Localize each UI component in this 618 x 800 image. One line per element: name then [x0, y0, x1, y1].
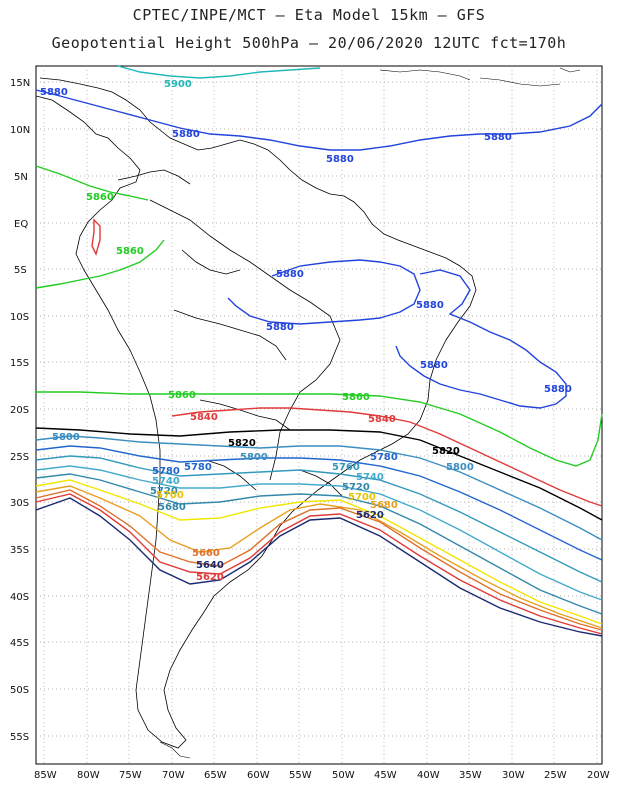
lat-label: 5N [14, 172, 28, 183]
contour-5680 [35, 485, 603, 629]
contour-label: 5880 [266, 322, 294, 333]
contour-5640 [35, 493, 603, 635]
contour-label: 5880 [276, 269, 304, 280]
lat-label: 15S [10, 358, 29, 369]
contour-label: 5880 [484, 132, 512, 143]
lat-label: 15N [10, 78, 30, 89]
lon-label: 85W [34, 770, 57, 781]
contour-label: 5740 [152, 476, 180, 487]
map-subtitle: Geopotential Height 500hPa – 20/06/2020 … [51, 34, 567, 52]
contour-5760 [35, 455, 603, 583]
contour-label: 5800 [240, 452, 268, 463]
contour-label: 5680 [370, 500, 398, 511]
contour-label: 5740 [356, 472, 384, 483]
contour-5840 [171, 407, 603, 507]
contour-label: 5880 [172, 129, 200, 140]
contour-5720 [35, 473, 603, 615]
lat-label: 40S [10, 592, 29, 603]
lat-label: 25S [10, 452, 29, 463]
graticule [36, 66, 602, 764]
coastlines [35, 77, 477, 749]
contour-label: 5660 [192, 548, 220, 559]
lat-label: 55S [10, 732, 29, 743]
contour-label: 5820 [432, 446, 460, 457]
height-contours [35, 65, 603, 637]
lon-label: 25W [544, 770, 567, 781]
contour-5800 [35, 435, 603, 541]
contour-label: 5860 [116, 246, 144, 257]
lon-label: 60W [247, 770, 270, 781]
contour-5900 [117, 65, 321, 79]
coastline-islands [159, 67, 581, 759]
contour-label: 5800 [52, 432, 80, 443]
lon-label: 75W [119, 770, 142, 781]
contour-5860 [36, 391, 603, 467]
contour-label: 5780 [152, 466, 180, 477]
contour-label: 5840 [190, 412, 218, 423]
contour-5880-east [395, 269, 567, 409]
contour-5660 [35, 489, 603, 631]
contour-5880-north [35, 89, 603, 151]
contour-label: 5880 [416, 300, 444, 311]
contour-5620 [35, 497, 603, 637]
lon-label: 55W [289, 770, 312, 781]
lon-label: 30W [502, 770, 525, 781]
lon-label: 45W [374, 770, 397, 781]
contour-label: 5860 [86, 192, 114, 203]
lon-label: 20W [587, 770, 610, 781]
longitude-labels: 85W 80W 75W 70W 65W 60W 55W 50W 45W 40W … [34, 770, 610, 781]
contour-label: 5880 [326, 154, 354, 165]
contour-5780 [35, 445, 603, 561]
lon-label: 65W [204, 770, 227, 781]
lat-label: EQ [14, 219, 28, 230]
contour-5820 [35, 427, 603, 521]
contour-label: 5680 [158, 502, 186, 513]
latitude-labels: 15N 10N 5N EQ 5S 10S 15S 20S 25S 30S 35S… [10, 78, 30, 743]
lat-label: 10S [10, 312, 29, 323]
contour-label: 5720 [150, 486, 178, 497]
contour-label: 5820 [228, 438, 256, 449]
lat-label: 30S [10, 498, 29, 509]
plot-frame [35, 65, 603, 765]
lat-label: 45S [10, 638, 29, 649]
lon-label: 80W [77, 770, 100, 781]
contour-label: 5880 [420, 360, 448, 371]
contour-label: 5620 [356, 510, 384, 521]
contour-label: 5620 [196, 572, 224, 583]
contour-label: 5860 [342, 392, 370, 403]
contour-labels: 5900 5880 5880 5880 5880 5860 5860 5880 … [40, 79, 572, 583]
lon-label: 35W [459, 770, 482, 781]
map-title: CPTEC/INPE/MCT – Eta Model 15km – GFS [132, 6, 486, 24]
lat-label: 35S [10, 545, 29, 556]
lat-label: 50S [10, 685, 29, 696]
contour-label: 5700 [156, 490, 184, 501]
lat-label: 20S [10, 405, 29, 416]
lon-label: 70W [162, 770, 185, 781]
contour-5900-ecuador [91, 218, 101, 256]
contour-label: 5880 [544, 384, 572, 395]
contour-label: 5900 [164, 79, 192, 90]
lon-label: 50W [332, 770, 355, 781]
contour-5880-brazil [227, 259, 421, 325]
contour-label: 5720 [342, 482, 370, 493]
contour-label: 5880 [40, 87, 68, 98]
lat-label: 5S [14, 265, 27, 276]
contour-5740 [35, 465, 603, 601]
contour-label: 5840 [368, 414, 396, 425]
contour-label: 5780 [184, 462, 212, 473]
lon-label: 40W [417, 770, 440, 781]
contour-label: 5800 [446, 462, 474, 473]
contour-5700 [35, 479, 603, 625]
contour-5860-small [35, 239, 165, 289]
contour-label: 5860 [168, 390, 196, 401]
contour-5860-west [35, 165, 149, 201]
contour-label: 5760 [332, 462, 360, 473]
contour-label: 5700 [348, 492, 376, 503]
contour-label: 5640 [196, 560, 224, 571]
lat-label: 10N [10, 125, 30, 136]
contour-label: 5780 [370, 452, 398, 463]
